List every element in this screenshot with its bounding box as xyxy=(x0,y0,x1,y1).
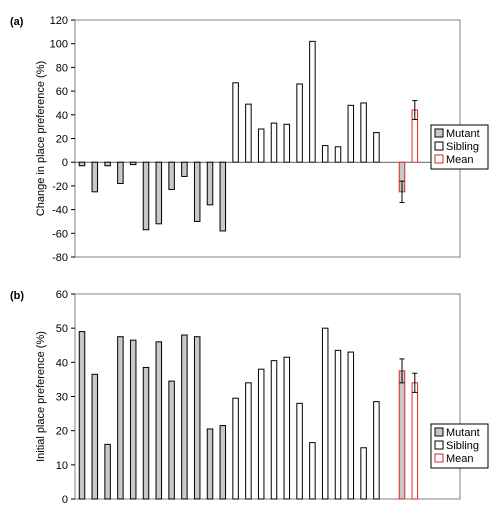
legend-swatch-sibling xyxy=(434,141,444,151)
y-tick-label: -80 xyxy=(52,252,68,264)
sibling-bar xyxy=(245,103,252,163)
mutant-bar xyxy=(78,331,86,500)
legend-label-mutant: Mutant xyxy=(446,427,480,439)
legend-swatch-mutant xyxy=(434,128,444,138)
legend-label-sibling: Sibling xyxy=(446,440,479,452)
mutant-bar xyxy=(129,339,137,500)
legend-swatch-mean xyxy=(434,154,444,164)
sibling-bar xyxy=(257,128,265,163)
sibling-bar xyxy=(309,40,316,163)
sibling-bar xyxy=(232,397,239,500)
chart-panel-a: (a) -80 -60 -40 -20 0 20 40 60 80 100 120 Change in … xyxy=(10,15,489,264)
y-tick-label: 100 xyxy=(50,39,68,51)
mutant-bar xyxy=(168,161,175,190)
y-tick-label: 40 xyxy=(56,357,68,369)
y-tick-label: 20 xyxy=(56,426,68,438)
mutant-bar xyxy=(219,425,227,500)
mutant-bar xyxy=(168,380,175,500)
y-tick-label: 10 xyxy=(56,460,68,472)
y-tick-label: -60 xyxy=(52,228,68,240)
y-tick-label: 120 xyxy=(50,15,68,27)
y-tick-label: 40 xyxy=(56,110,68,122)
mutant-bar xyxy=(155,341,163,500)
panel-label: (a) xyxy=(10,16,24,28)
chart-panel-b: (b) 0 10 20 30 40 50 60 Initial place preference… xyxy=(10,289,489,506)
y-axis-title: Initial place preference (%) xyxy=(35,331,47,462)
mean-bar-mutant xyxy=(398,370,406,500)
mutant-bar xyxy=(206,428,214,500)
sibling-bar xyxy=(296,83,303,163)
mutant-bar xyxy=(104,161,111,167)
mutant-bar xyxy=(129,161,137,166)
sibling-bar xyxy=(360,102,367,163)
mean-bar-sibling xyxy=(411,382,419,500)
y-tick-label: 20 xyxy=(56,134,68,146)
mutant-bar xyxy=(181,161,188,177)
mutant-bar xyxy=(117,336,124,500)
panel-label: (b) xyxy=(10,290,24,302)
sibling-bar xyxy=(321,145,329,163)
mutant-bar xyxy=(181,334,188,500)
mutant-bar xyxy=(104,443,111,500)
y-tick-label: 0 xyxy=(62,494,68,506)
mutant-bar xyxy=(117,161,124,185)
mutant-bar xyxy=(91,373,99,500)
mutant-bar xyxy=(78,161,86,167)
y-tick-label: 80 xyxy=(56,62,68,74)
y-tick-label: 30 xyxy=(56,392,68,404)
sibling-bar xyxy=(360,447,367,500)
sibling-bar xyxy=(283,356,291,500)
legend-swatch-sibling xyxy=(434,440,444,450)
sibling-bar xyxy=(347,351,355,500)
mutant-bar xyxy=(219,161,227,232)
sibling-bar xyxy=(373,132,380,163)
legend-label-mean: Mean xyxy=(446,453,474,465)
mutant-bar xyxy=(193,161,201,222)
mutant-bar xyxy=(91,161,99,193)
y-tick-label: 60 xyxy=(56,289,68,301)
sibling-bar xyxy=(321,327,329,500)
y-tick-label: 0 xyxy=(62,157,68,169)
mutant-bar xyxy=(142,366,150,500)
sibling-bar xyxy=(245,382,252,500)
sibling-bar xyxy=(373,401,380,500)
sibling-bar xyxy=(283,123,291,163)
legend-swatch-mutant xyxy=(434,427,444,437)
y-axis-title: Change in place preference (%) xyxy=(35,61,47,216)
mutant-bar xyxy=(142,161,150,231)
sibling-bar xyxy=(309,442,316,500)
y-tick-label: -20 xyxy=(52,181,68,193)
legend-label-mean: Mean xyxy=(446,154,474,166)
y-tick-label: 50 xyxy=(56,323,68,335)
mutant-bar xyxy=(193,336,201,500)
y-tick-label: 60 xyxy=(56,86,68,98)
sibling-bar xyxy=(334,349,342,500)
sibling-bar xyxy=(334,146,342,163)
mutant-bar xyxy=(206,161,214,206)
y-tick-label: -40 xyxy=(52,205,68,217)
legend-swatch-mean xyxy=(434,453,444,463)
legend-label-sibling: Sibling xyxy=(446,141,479,153)
sibling-bar xyxy=(270,122,278,163)
plot-frame xyxy=(74,19,461,258)
sibling-bar xyxy=(347,104,355,163)
sibling-bar xyxy=(232,82,239,163)
sibling-bar xyxy=(270,360,278,500)
mutant-bar xyxy=(155,161,163,225)
sibling-bar xyxy=(257,368,265,500)
legend-label-mutant: Mutant xyxy=(446,128,480,140)
sibling-bar xyxy=(296,402,303,500)
